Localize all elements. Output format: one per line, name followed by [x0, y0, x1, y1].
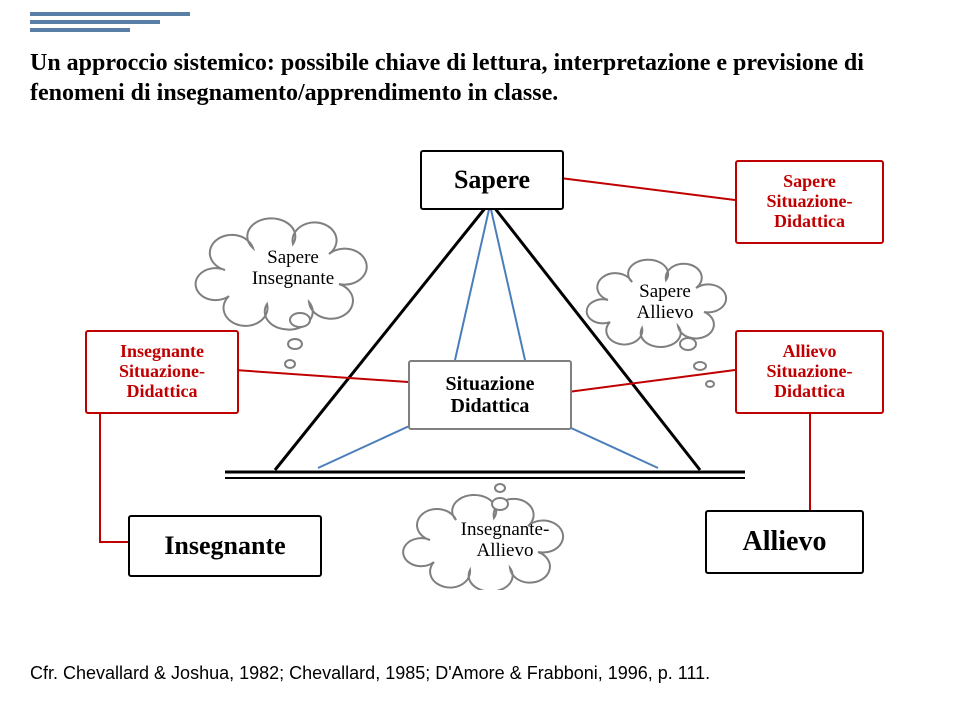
- cloud-label-insegnante-allievo: Insegnante- Allievo: [425, 520, 585, 562]
- rule-bar-3: [30, 28, 130, 32]
- citation: Cfr. Chevallard & Joshua, 1982; Chevalla…: [30, 663, 710, 684]
- box-situazione-didattica: Situazione Didattica: [408, 360, 572, 430]
- rule-bar-2: [30, 20, 160, 24]
- page-title: Un approccio sistemico: possibile chiave…: [30, 48, 930, 108]
- rule-bar-1: [30, 12, 190, 16]
- box-insegnante-sd: Insegnante Situazione- Didattica: [85, 330, 239, 414]
- box-sapere-sd: Sapere Situazione- Didattica: [735, 160, 884, 244]
- top-rule: [30, 12, 190, 36]
- box-allievo: Allievo: [705, 510, 864, 574]
- cloud-label-sapere-allievo: Sapere Allievo: [605, 282, 725, 324]
- box-allievo-sd: Allievo Situazione- Didattica: [735, 330, 884, 414]
- diagram: Sapere Situazione Didattica Insegnante S…: [0, 120, 960, 590]
- box-sapere: Sapere: [420, 150, 564, 210]
- box-insegnante: Insegnante: [128, 515, 322, 577]
- cloud-label-sapere-insegnante: Sapere Insegnante: [218, 248, 368, 290]
